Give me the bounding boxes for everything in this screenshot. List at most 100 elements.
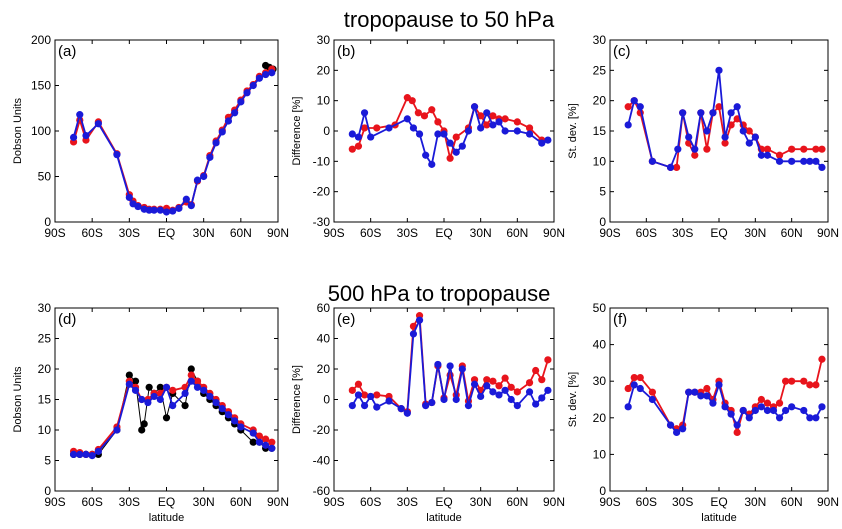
data-point-black	[181, 402, 189, 410]
data-point-red	[169, 386, 177, 394]
y-tick-label: 0	[44, 215, 51, 229]
x-tick-label: 30S	[119, 226, 140, 240]
series-line-red	[72, 68, 273, 212]
data-point-blue	[69, 450, 78, 458]
x-tick-label: 60N	[781, 495, 803, 509]
data-point-red	[636, 373, 644, 382]
series-line-black	[73, 367, 272, 455]
y-tick-label: 10	[593, 154, 607, 168]
data-point-red	[348, 145, 356, 153]
data-point-blue	[268, 444, 276, 452]
data-point-red	[507, 383, 515, 391]
data-point-blue	[373, 403, 381, 411]
data-point-blue	[697, 109, 705, 117]
data-point-red	[624, 103, 632, 111]
data-point-blue	[788, 157, 796, 165]
data-point-blue	[733, 421, 741, 429]
data-point-blue	[624, 403, 632, 411]
panel-e: -60 -40 -20 0 20 40 60 90S 60S 30S EQ 30N 60N 90N Diff…	[291, 301, 565, 524]
y-tick-label: 100	[31, 124, 51, 138]
data-point-blue	[636, 103, 644, 111]
data-point-blue	[782, 406, 790, 415]
data-point-blue	[262, 441, 270, 449]
y-axis-label: Difference [%]	[291, 365, 303, 434]
data-point-red	[648, 388, 656, 396]
data-point-blue	[513, 127, 521, 135]
data-point-black	[140, 420, 148, 428]
data-point-blue	[181, 389, 189, 397]
data-point-blue	[525, 130, 534, 138]
top-section-title: tropopause to 50 hPa	[344, 7, 555, 32]
y-tick-label: 0	[323, 393, 330, 407]
data-point-blue	[648, 395, 656, 404]
x-axis-label: latitude	[149, 512, 184, 524]
y-tick-label: 20	[38, 362, 52, 376]
x-tick-label: 30S	[672, 226, 693, 240]
data-point-blue	[268, 69, 276, 77]
data-point-black	[156, 383, 164, 391]
data-point-blue	[636, 384, 644, 393]
data-point-blue	[354, 391, 363, 399]
data-point-blue	[470, 380, 479, 388]
data-point-red	[800, 377, 808, 385]
data-point-red	[483, 121, 491, 129]
data-point-blue	[532, 400, 540, 408]
data-point-blue	[212, 139, 220, 147]
data-point-blue	[156, 395, 164, 404]
data-point-blue	[446, 362, 454, 370]
data-point-blue	[697, 392, 705, 400]
y-tick-label: -20	[313, 185, 331, 199]
series-line-blue	[72, 71, 273, 213]
data-point-blue	[501, 386, 509, 394]
data-point-red	[360, 391, 369, 399]
data-point-blue	[477, 124, 485, 132]
data-point-blue	[397, 405, 405, 413]
data-point-blue	[745, 139, 753, 147]
x-tick-label: EQ	[435, 226, 452, 240]
data-point-blue	[763, 151, 772, 159]
data-point-red	[745, 127, 753, 135]
data-point-blue	[262, 70, 270, 79]
data-point-blue	[150, 392, 158, 401]
data-point-blue	[715, 66, 723, 74]
x-tick-label: 60N	[506, 495, 528, 509]
x-tick-label: 90S	[323, 495, 344, 509]
plot-frame	[54, 39, 279, 223]
data-point-blue	[739, 127, 747, 135]
data-point-red	[489, 112, 497, 120]
y-tick-label: 5	[44, 454, 51, 468]
data-point-blue	[409, 330, 418, 338]
data-point-blue	[206, 392, 214, 401]
data-point-blue	[409, 124, 418, 132]
x-tick-label: 60S	[636, 495, 657, 509]
data-point-blue	[82, 131, 90, 140]
x-tick-label: 60S	[360, 495, 381, 509]
data-point-blue	[630, 97, 638, 105]
x-tick-label: 30N	[744, 226, 766, 240]
data-point-black	[131, 377, 140, 385]
x-tick-label: 60N	[230, 495, 252, 509]
data-point-blue	[193, 383, 202, 391]
data-point-black	[138, 426, 146, 434]
data-point-blue	[249, 429, 257, 437]
data-point-red	[703, 384, 711, 393]
y-tick-label: -10	[313, 154, 331, 168]
data-point-blue	[200, 386, 208, 394]
data-point-blue	[458, 365, 466, 373]
y-tick-label: 10	[593, 447, 607, 461]
x-tick-label: 90N	[817, 226, 839, 240]
data-point-blue	[403, 409, 411, 417]
data-point-blue	[775, 414, 784, 422]
x-tick-label: 90N	[267, 226, 289, 240]
x-tick-label: 30S	[397, 226, 418, 240]
data-point-red	[255, 432, 264, 440]
y-tick-label: 50	[38, 170, 52, 184]
x-axis-label: latitude	[701, 512, 736, 524]
data-point-blue	[385, 397, 393, 405]
data-point-red	[691, 151, 699, 159]
x-axis-label: latitude	[426, 512, 461, 524]
data-point-red	[703, 145, 711, 153]
data-point-blue	[156, 206, 164, 214]
data-point-blue	[703, 392, 711, 400]
